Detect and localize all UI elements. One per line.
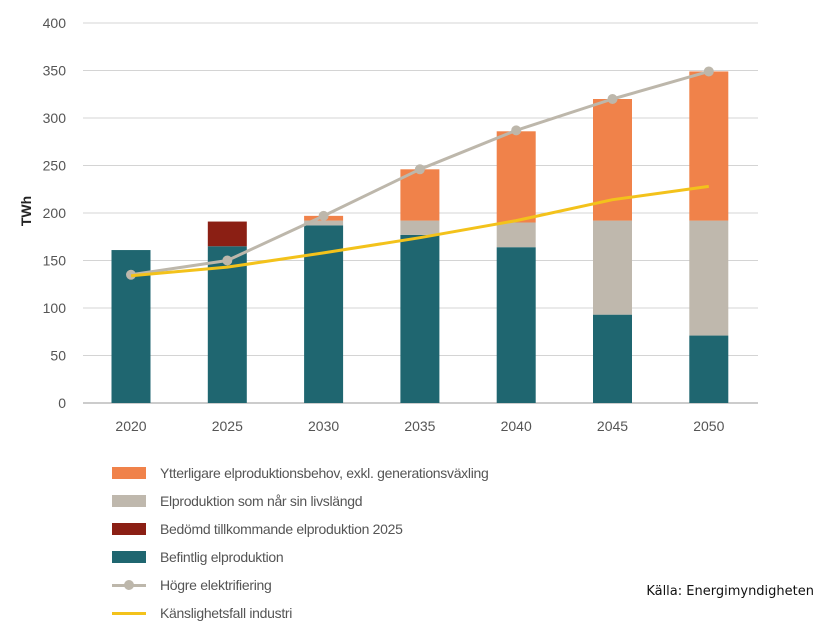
bar-segment [304, 220, 344, 226]
y-tick-label: 0 [58, 395, 66, 411]
y-tick-label: 50 [50, 348, 66, 364]
x-tick-label: 2030 [308, 418, 339, 434]
series-line [130, 184, 710, 278]
x-axis-ticks: 2020 2025 2030 2035 2040 2045 2050 [115, 418, 724, 434]
bar-segment [689, 335, 729, 403]
y-axis-ticks: 0 50 100 150 200 250 300 350 400 [43, 15, 67, 411]
x-tick-label: 2040 [501, 418, 532, 434]
legend-swatch [112, 579, 146, 591]
chart: 0 50 100 150 200 250 300 350 400 2020 2025 2030 203… [18, 15, 758, 434]
legend-swatch [112, 523, 146, 535]
x-tick-label: 2025 [212, 418, 243, 434]
bar-segment [689, 71, 729, 221]
x-tick-label: 2050 [693, 418, 724, 434]
line-marker [703, 66, 714, 77]
legend-swatch [112, 467, 146, 479]
legend-item: Bedömd tillkommande elproduktion 2025 [112, 515, 488, 543]
legend-label: Befintlig elproduktion [160, 549, 284, 565]
legend-label: Ytterligare elproduktionsbehov, exkl. ge… [160, 465, 489, 481]
line-marker [318, 210, 329, 221]
y-tick-label: 250 [43, 158, 67, 174]
source-note: Källa: Energimyndigheten [646, 584, 814, 599]
legend-label: Bedömd tillkommande elproduktion 2025 [160, 521, 403, 537]
legend-swatch [112, 495, 146, 507]
y-axis-label: TWh [18, 196, 34, 226]
bar-segment [496, 247, 536, 403]
x-tick-label: 2035 [404, 418, 435, 434]
bar-segment [496, 222, 536, 248]
legend-item: Känslighetsfall industri [112, 599, 488, 627]
bar-segment [689, 220, 729, 336]
legend: Ytterligare elproduktionsbehov, exkl. ge… [112, 459, 489, 627]
bar-segment [400, 234, 440, 403]
line-marker [414, 164, 425, 175]
y-tick-label: 100 [43, 300, 67, 316]
legend-item: Ytterligare elproduktionsbehov, exkl. ge… [112, 459, 489, 487]
legend-swatch [112, 607, 146, 619]
legend-label: Känslighetsfall industri [160, 605, 293, 621]
bar-segment [400, 169, 440, 221]
x-tick-label: 2045 [597, 418, 628, 434]
legend-item: Elproduktion som når sin livslängd [112, 487, 488, 515]
legend-item: Högre elektrifiering [112, 571, 488, 599]
y-tick-label: 200 [43, 205, 67, 221]
line-marker [607, 94, 618, 104]
legend-item: Befintlig elproduktion [112, 543, 488, 571]
lines [126, 66, 714, 280]
x-tick-label: 2020 [115, 418, 146, 434]
line-marker [222, 255, 233, 266]
y-tick-label: 350 [43, 63, 67, 79]
y-tick-label: 150 [43, 253, 67, 269]
bar-segment [207, 221, 247, 247]
line-marker [511, 125, 522, 136]
bar-segment [593, 314, 632, 403]
y-tick-label: 400 [43, 15, 67, 31]
bar-segment [400, 220, 440, 235]
y-tick-label: 300 [43, 110, 67, 126]
legend-swatch [112, 551, 146, 563]
bar-segment [593, 220, 632, 315]
legend-label: Elproduktion som når sin livslängd [160, 493, 363, 509]
legend-label: Högre elektrifiering [160, 577, 272, 593]
bar-segment [496, 131, 536, 223]
bar-segment [207, 246, 247, 403]
